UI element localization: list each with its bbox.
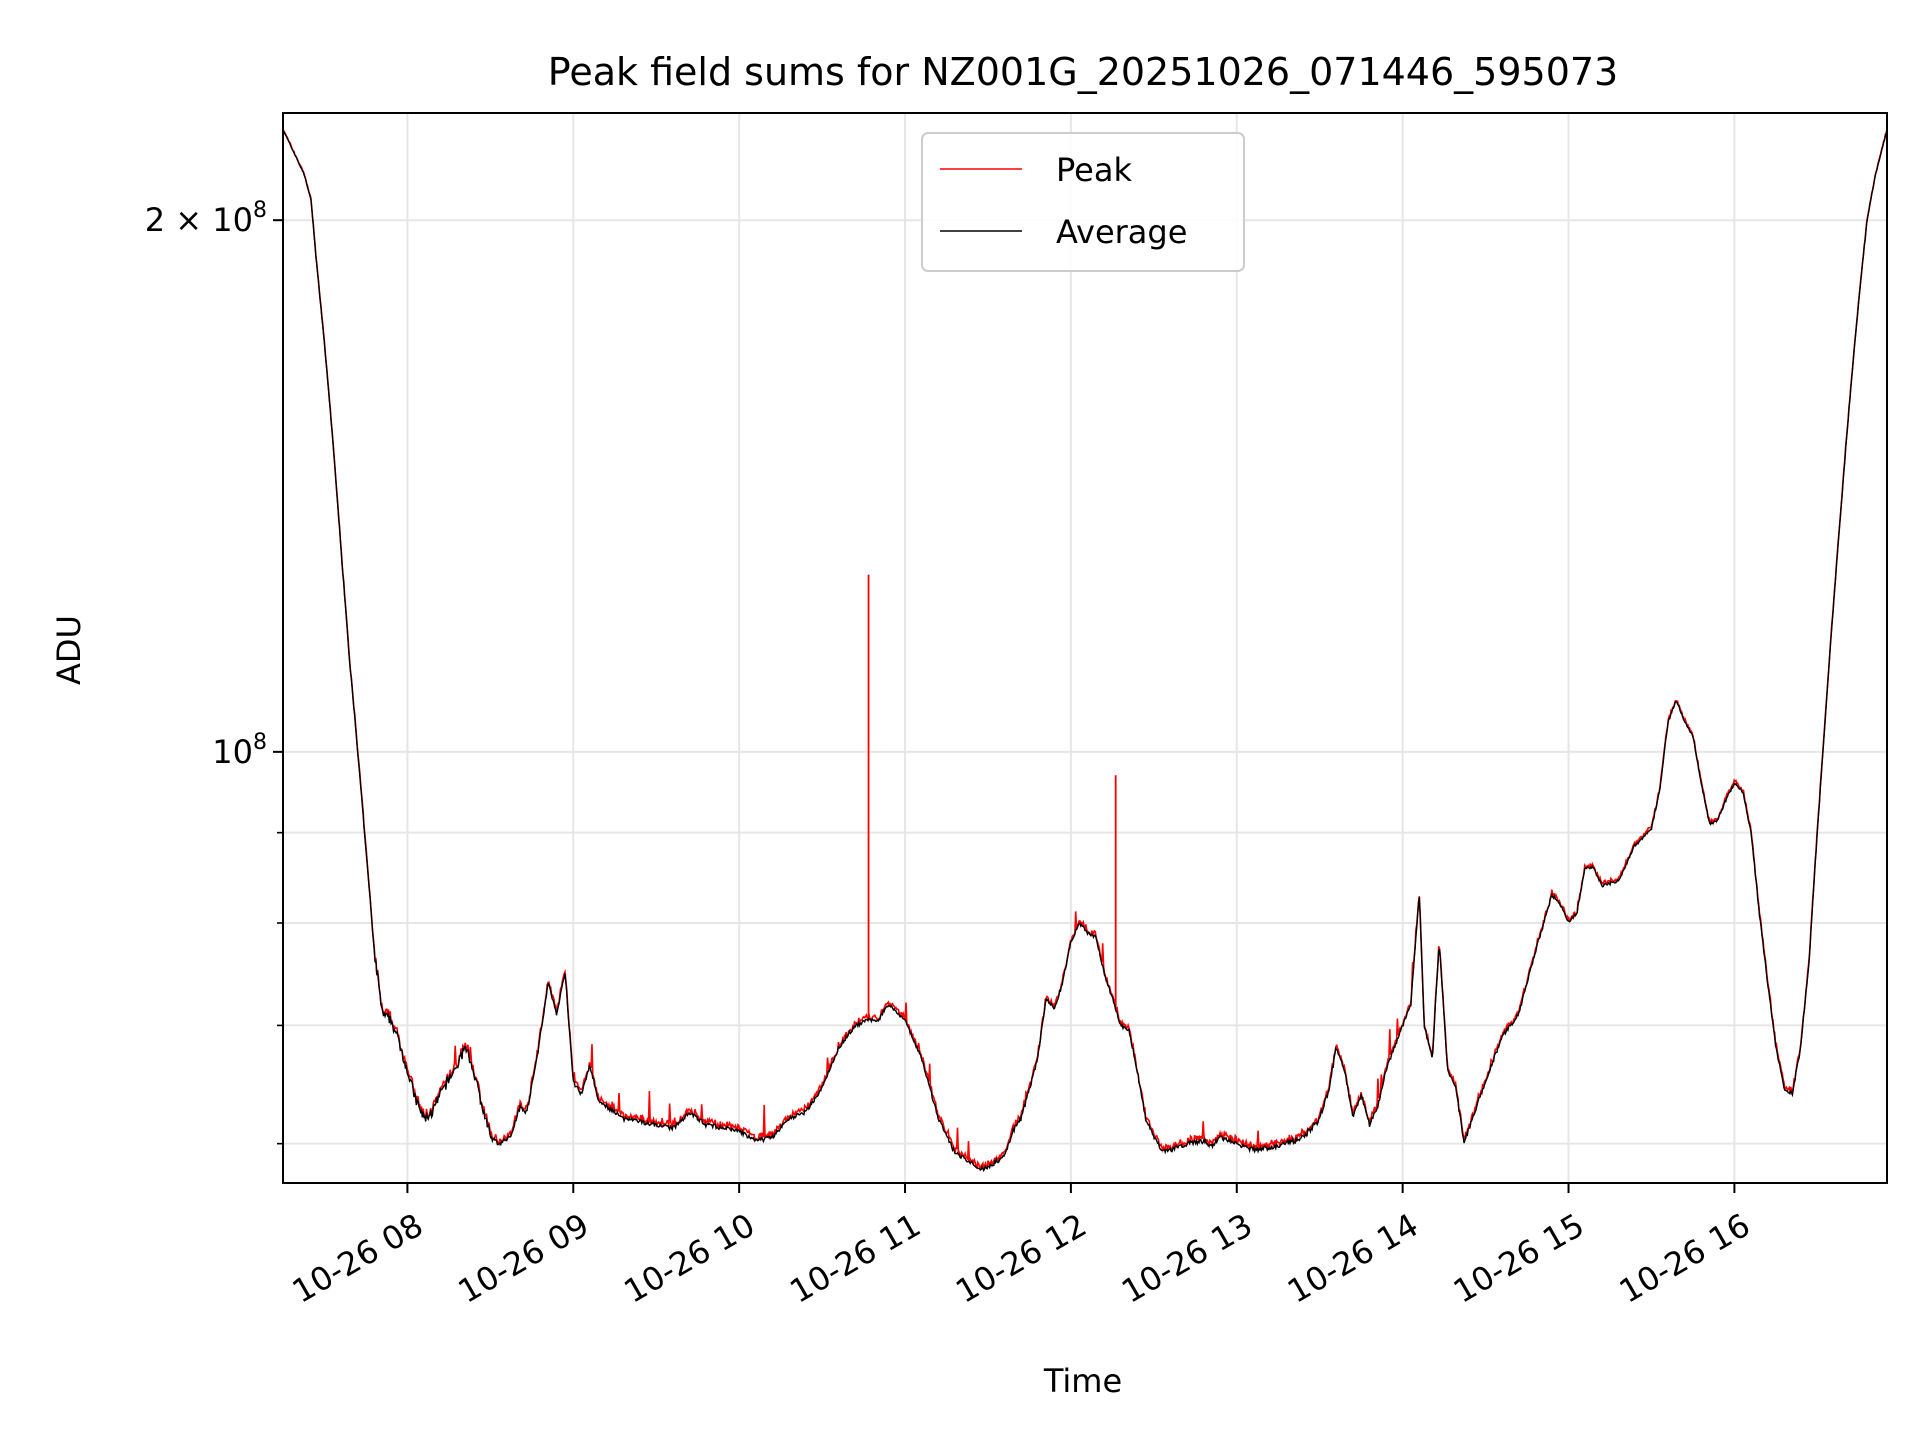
x-axis: 10-26 08 10-26 09 10-26 10 10-26 11 10-26 12… bbox=[286, 1183, 1757, 1311]
legend: Peak Average bbox=[921, 132, 1245, 272]
x-tick-label: 10-26 15 bbox=[1447, 1206, 1591, 1311]
x-tick-label: 10-26 16 bbox=[1613, 1206, 1757, 1311]
x-tick-label: 10-26 10 bbox=[618, 1206, 762, 1311]
x-axis-label: Time bbox=[1043, 1362, 1122, 1400]
x-tick-label: 10-26 12 bbox=[949, 1206, 1093, 1311]
x-tick-label: 10-26 08 bbox=[286, 1206, 430, 1311]
legend-box bbox=[921, 132, 1245, 272]
peak-spikes bbox=[867, 574, 1117, 1020]
y-tick-label: 2 × 108 bbox=[145, 198, 267, 239]
y-axis: 108 2 × 108 bbox=[145, 198, 283, 1145]
x-tick-label: 10-26 09 bbox=[452, 1206, 596, 1311]
y-axis-label: ADU bbox=[50, 615, 88, 685]
x-tick-label: 10-26 11 bbox=[783, 1206, 927, 1311]
y-tick-label: 108 bbox=[212, 730, 267, 771]
grid bbox=[283, 113, 1887, 1183]
x-tick-label: 10-26 14 bbox=[1281, 1206, 1425, 1311]
legend-average-label: Average bbox=[1056, 213, 1187, 251]
chart-title: Peak field sums for NZ001G_20251026_0714… bbox=[548, 50, 1618, 94]
series-average-line bbox=[283, 129, 1887, 1173]
plot-frame bbox=[282, 112, 1888, 1184]
legend-peak-label: Peak bbox=[1056, 151, 1132, 189]
series-peak-line bbox=[283, 128, 1887, 1171]
x-tick-label: 10-26 13 bbox=[1115, 1206, 1259, 1311]
